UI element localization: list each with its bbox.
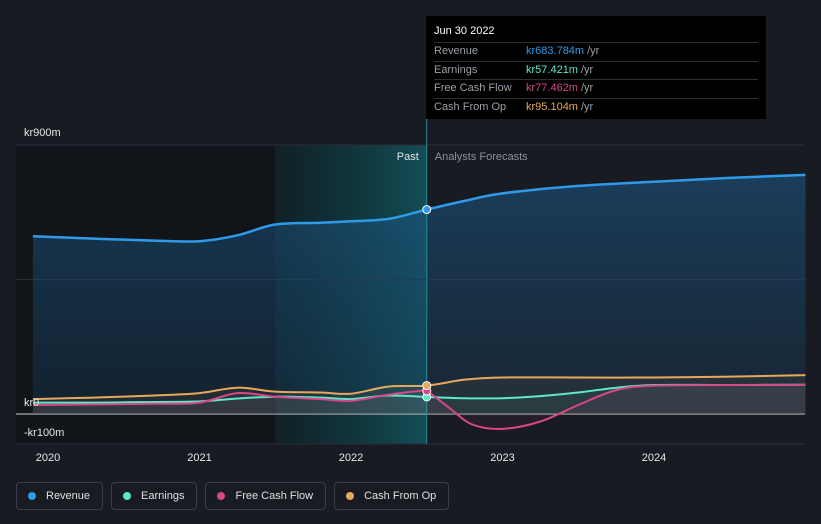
cash-from-op-marker [422, 381, 432, 391]
tooltip-value: kr77.462m [526, 82, 578, 94]
revenue-line [32, 173, 806, 243]
tooltip-unit: /yr [580, 100, 594, 113]
legend-item-free-cash-flow[interactable]: Free Cash Flow [205, 482, 327, 510]
tooltip-value: kr683.784m [526, 45, 585, 57]
y-label-bottom: -kr100m [24, 427, 64, 439]
tooltip-row-earnings: Earnings kr57.421m /yr [434, 60, 758, 80]
tooltip-label: Free Cash Flow [434, 82, 512, 94]
tooltip-row-free-cash-flow: Free Cash Flow kr77.462m /yr [434, 79, 758, 98]
revenue-marker [422, 205, 432, 215]
tooltip-unit: /yr [587, 45, 600, 57]
dot-icon [123, 492, 132, 500]
tooltip-label: Cash From Op [434, 100, 507, 113]
y-label-zero: kr0 [24, 397, 39, 409]
tooltip-value: kr57.421m [526, 63, 578, 76]
y-label-top: kr900m [24, 127, 61, 139]
legend-label: Free Cash Flow [235, 490, 314, 502]
legend-label: Cash From Op [364, 490, 437, 502]
x-tick-label: 2020 [36, 452, 60, 464]
tooltip-value: kr95.104m [526, 100, 578, 113]
past-label: Past [397, 151, 419, 163]
legend-label: Earnings [141, 490, 185, 502]
cash-from-op-line [32, 374, 806, 401]
tooltip-label: Earnings [434, 63, 478, 76]
dot-icon [28, 492, 36, 500]
revenue-area [32, 174, 806, 414]
tooltip-row-revenue: Revenue kr683.784m /yr [434, 42, 758, 61]
x-tick-label: 2023 [490, 452, 514, 464]
legend-item-revenue[interactable]: Revenue [16, 482, 104, 510]
cash-from-op-area [32, 375, 806, 414]
legend-item-earnings[interactable]: Earnings [111, 482, 198, 510]
legend-item-cash-from-op[interactable]: Cash From Op [334, 482, 450, 510]
x-tick-label: 2021 [187, 452, 211, 464]
dot-icon [217, 492, 226, 500]
x-tick-label: 2024 [642, 452, 666, 464]
tooltip-unit: /yr [580, 82, 594, 94]
dot-icon [346, 492, 355, 500]
tooltip-row-cash-from-op: Cash From Op kr95.104m /yr [434, 97, 758, 117]
tooltip-label: Revenue [434, 45, 479, 57]
data-tooltip: Jun 30 2022 Revenue kr683.784m /yr Earni… [426, 16, 766, 119]
earnings-line [32, 383, 806, 404]
x-tick-label: 2022 [339, 452, 363, 464]
legend-label: Revenue [46, 490, 91, 502]
chart-legend: Revenue Earnings Free Cash Flow Cash Fro… [16, 482, 450, 510]
tooltip-date: Jun 30 2022 [434, 25, 495, 37]
tooltip-unit: /yr [580, 63, 594, 76]
forecast-label: Analysts Forecasts [435, 151, 528, 163]
